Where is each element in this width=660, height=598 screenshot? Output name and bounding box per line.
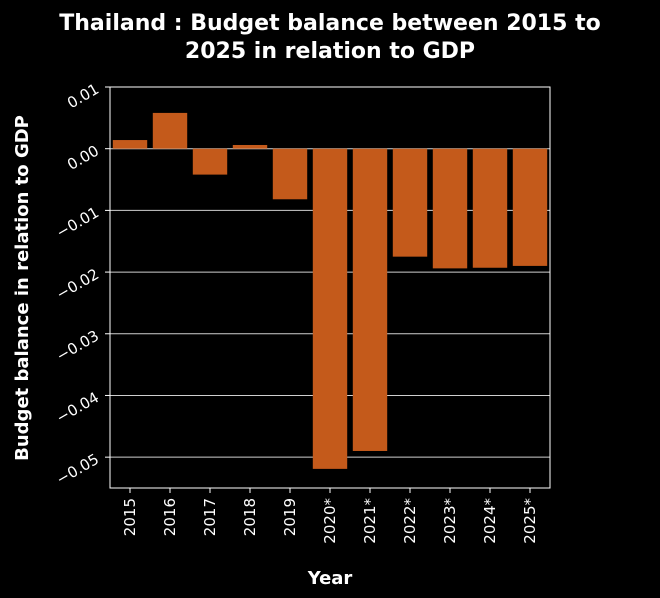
x-tick-label: 2016: [161, 498, 179, 536]
bar: [112, 140, 148, 149]
y-tick-label: −0.04: [53, 388, 102, 427]
y-tick-label: −0.03: [53, 327, 102, 366]
x-tick-label: 2025*: [521, 498, 539, 544]
bar: [512, 148, 548, 266]
x-tick-label: 2024*: [481, 498, 499, 544]
y-axis-ticks: 0.01 0.00 −0.01 −0.02 −0.03 −0.04 −0.05: [53, 80, 110, 489]
y-tick-label: −0.01: [53, 203, 102, 242]
x-tick-label: 2020*: [321, 498, 339, 544]
y-tick-label: −0.02: [53, 265, 102, 304]
bar: [392, 148, 428, 257]
x-tick-label: 2017: [201, 498, 219, 536]
bar: [432, 148, 468, 269]
x-tick-label: 2022*: [401, 498, 419, 544]
y-tick-label: −0.05: [53, 450, 102, 489]
bar: [352, 148, 388, 451]
y-tick-label: 0.00: [64, 142, 102, 174]
x-tick-label: 2021*: [361, 498, 379, 544]
x-tick-label: 2018: [241, 498, 259, 536]
chart-title-line-1: Thailand : Budget balance between 2015 t…: [59, 11, 600, 36]
x-tick-label: 2015: [121, 498, 139, 536]
y-tick-label: 0.01: [64, 80, 102, 112]
bar: [152, 112, 188, 149]
bar: [272, 148, 308, 200]
x-tick-label: 2023*: [441, 498, 459, 544]
x-axis-label: Year: [307, 568, 353, 589]
bar: [232, 144, 268, 149]
y-axis-label: Budget balance in relation to GDP: [12, 115, 33, 461]
x-axis-ticks: 2015 2016 2017 2018 2019 2020* 2021* 2022* 2023*…: [121, 488, 539, 544]
x-tick-label: 2019: [281, 498, 299, 536]
bar: [472, 148, 508, 268]
bar: [192, 148, 228, 175]
bars: [112, 112, 548, 469]
chart-title-line-2: 2025 in relation to GDP: [185, 39, 475, 64]
bar: [312, 148, 348, 469]
